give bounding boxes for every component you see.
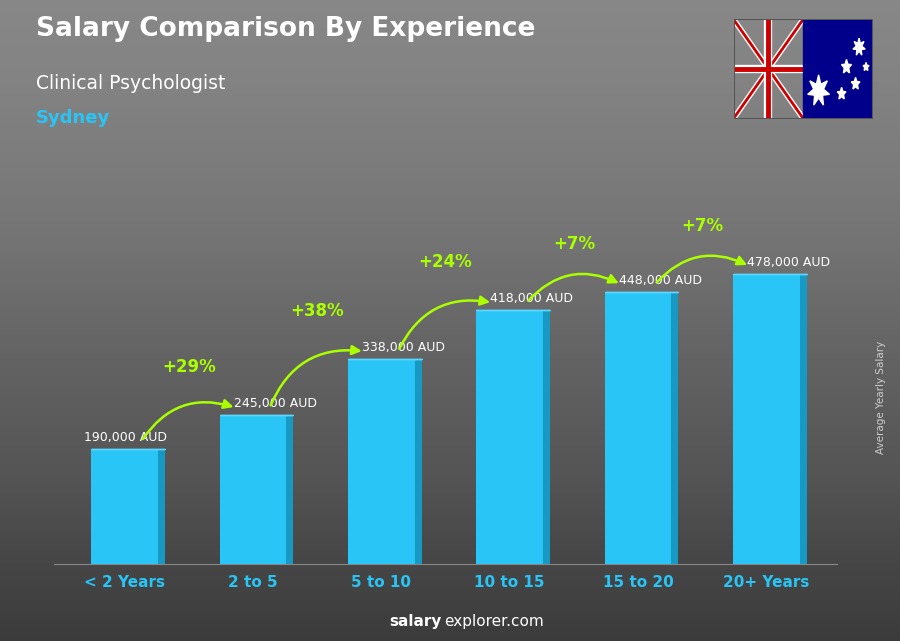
Text: +38%: +38%: [291, 302, 344, 320]
Bar: [733, 274, 800, 564]
Bar: [348, 358, 415, 564]
Text: Clinical Psychologist: Clinical Psychologist: [36, 74, 225, 93]
Text: +29%: +29%: [162, 358, 216, 376]
Text: 190,000 AUD: 190,000 AUD: [84, 431, 166, 444]
Polygon shape: [842, 60, 851, 73]
Text: 448,000 AUD: 448,000 AUD: [619, 274, 702, 287]
Polygon shape: [851, 78, 860, 89]
Text: 338,000 AUD: 338,000 AUD: [362, 341, 446, 354]
Bar: [91, 449, 158, 564]
Text: 478,000 AUD: 478,000 AUD: [747, 256, 831, 269]
Text: explorer.com: explorer.com: [445, 615, 544, 629]
Bar: [220, 415, 286, 564]
Text: Average Yearly Salary: Average Yearly Salary: [877, 341, 886, 454]
Text: salary: salary: [389, 615, 441, 629]
Bar: [803, 19, 873, 119]
Bar: [612, 292, 679, 564]
Text: Salary Comparison By Experience: Salary Comparison By Experience: [36, 16, 536, 42]
Bar: [355, 358, 422, 564]
Polygon shape: [807, 75, 830, 105]
Text: +7%: +7%: [681, 217, 724, 235]
Text: +24%: +24%: [418, 253, 472, 271]
Text: Sydney: Sydney: [36, 109, 110, 127]
Text: +7%: +7%: [553, 235, 595, 253]
Polygon shape: [837, 87, 846, 99]
Bar: [483, 310, 550, 564]
Bar: [98, 449, 165, 564]
Polygon shape: [863, 62, 869, 71]
Bar: [227, 415, 293, 564]
Text: 418,000 AUD: 418,000 AUD: [491, 292, 573, 305]
Text: 245,000 AUD: 245,000 AUD: [234, 397, 317, 410]
Bar: [605, 292, 671, 564]
Bar: [476, 310, 543, 564]
Bar: [740, 274, 806, 564]
Polygon shape: [853, 38, 865, 55]
